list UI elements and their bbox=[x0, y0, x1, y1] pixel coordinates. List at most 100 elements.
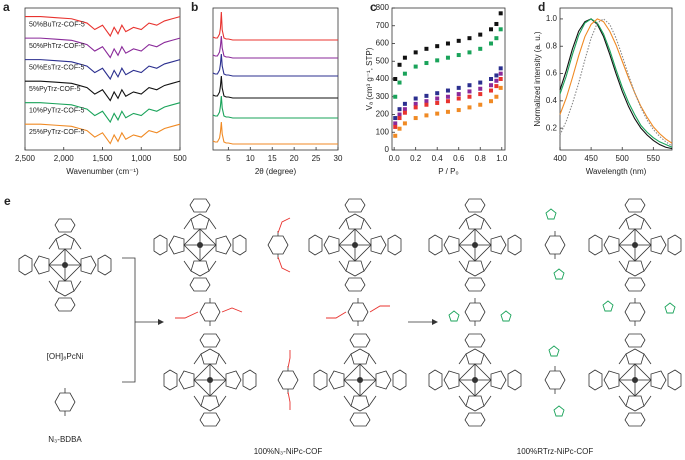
series-point bbox=[489, 88, 494, 93]
x-tick-label: 30 bbox=[334, 154, 343, 163]
arrow-head bbox=[432, 319, 438, 325]
series-point bbox=[397, 116, 402, 121]
x-tick-label: 20 bbox=[290, 154, 299, 163]
x-tick-label: 15 bbox=[268, 154, 277, 163]
series-point bbox=[467, 94, 472, 99]
panel-label: a bbox=[3, 0, 10, 14]
panel-label: d bbox=[538, 0, 545, 14]
series-point bbox=[456, 96, 461, 101]
panel-label: e bbox=[4, 194, 11, 208]
series-line bbox=[212, 53, 338, 77]
series-point bbox=[494, 94, 499, 99]
series-point bbox=[489, 83, 494, 88]
series-point bbox=[424, 93, 429, 98]
series-point bbox=[498, 27, 503, 32]
series-point bbox=[424, 113, 429, 118]
series-point bbox=[393, 121, 398, 126]
series-point bbox=[445, 109, 450, 114]
series-point bbox=[435, 44, 440, 49]
series-point bbox=[494, 78, 499, 83]
series-point bbox=[478, 86, 483, 91]
series-point bbox=[402, 121, 407, 126]
y-tick-label: 0 bbox=[385, 145, 390, 154]
x-tick-label: 550 bbox=[647, 154, 661, 163]
series-point bbox=[397, 112, 402, 117]
series-line bbox=[25, 123, 181, 145]
series-point bbox=[494, 84, 499, 89]
series-line bbox=[212, 11, 338, 41]
x-tick-label: 2,500 bbox=[15, 154, 36, 163]
monomer-pc bbox=[18, 218, 112, 312]
series-line bbox=[212, 95, 338, 119]
x-tick-label: 0.4 bbox=[432, 154, 444, 163]
y-tick-label: 0.2 bbox=[546, 123, 558, 132]
series-point bbox=[498, 77, 503, 81]
x-tick-label: 450 bbox=[584, 154, 598, 163]
cof-trz bbox=[428, 198, 682, 427]
series-label: 5%PyTrz-COF-5 bbox=[29, 86, 81, 93]
series-line bbox=[25, 59, 181, 81]
monomer-bdba bbox=[54, 387, 76, 417]
series-point bbox=[413, 116, 418, 121]
x-tick-label: 25 bbox=[312, 154, 321, 163]
y-tick-label: 0.8 bbox=[546, 41, 558, 50]
series-point bbox=[424, 61, 429, 66]
series-point bbox=[445, 41, 450, 46]
series-point bbox=[478, 102, 483, 107]
plot-frame bbox=[212, 7, 339, 151]
series-point bbox=[397, 126, 402, 131]
series-line bbox=[25, 102, 181, 124]
x-tick-label: 400 bbox=[553, 154, 567, 163]
series-point bbox=[494, 21, 499, 26]
y-tick-label: 1.0 bbox=[546, 14, 558, 23]
x-tick-label: 500 bbox=[173, 154, 187, 163]
series-point bbox=[393, 124, 398, 129]
y-tick-label: 500 bbox=[376, 56, 390, 65]
series-point bbox=[413, 105, 418, 110]
series-point bbox=[435, 100, 440, 105]
series-point bbox=[467, 89, 472, 94]
y-tick-label: 0.6 bbox=[546, 69, 558, 78]
series-point bbox=[445, 55, 450, 60]
series-point bbox=[413, 96, 418, 101]
cof-n3 bbox=[153, 198, 407, 427]
series-point bbox=[478, 92, 483, 97]
bracket bbox=[122, 257, 136, 383]
series-point bbox=[478, 80, 483, 85]
series-point bbox=[435, 96, 440, 101]
series-point bbox=[467, 83, 472, 88]
series-point bbox=[456, 53, 461, 58]
series-point bbox=[456, 92, 461, 97]
x-tick-label: 1,500 bbox=[92, 154, 113, 163]
x-tick-label: 2,000 bbox=[54, 154, 75, 163]
y-tick-label: 0.4 bbox=[546, 96, 558, 105]
series-point bbox=[445, 99, 450, 104]
series-point bbox=[402, 71, 407, 76]
panel-label: b bbox=[191, 0, 198, 14]
series-label: 50%EsTrz-COF-5 bbox=[29, 64, 84, 71]
x-axis-label: Wavelength (nm) bbox=[586, 167, 647, 176]
series-point bbox=[494, 36, 499, 41]
monomer-label: N₃-BDBA bbox=[48, 435, 82, 444]
x-tick-label: 5 bbox=[226, 154, 231, 163]
x-axis-label: 2θ (degree) bbox=[255, 167, 297, 176]
series-point bbox=[489, 99, 494, 104]
plot-frame bbox=[391, 7, 506, 151]
series-point bbox=[456, 85, 461, 90]
series-point bbox=[498, 85, 503, 90]
series-point bbox=[435, 58, 440, 63]
series-point bbox=[498, 66, 503, 71]
x-tick-label: 0.8 bbox=[475, 154, 487, 163]
series-point bbox=[435, 91, 440, 96]
series-point bbox=[413, 101, 418, 106]
series-line bbox=[212, 121, 338, 145]
y-tick-label: 200 bbox=[376, 110, 390, 119]
x-tick-label: 0.6 bbox=[453, 154, 465, 163]
series-point bbox=[393, 133, 398, 138]
y-axis-label: Normalized intensity (a. u.) bbox=[533, 31, 542, 126]
series-line bbox=[25, 80, 181, 102]
x-tick-label: 1.0 bbox=[496, 154, 508, 163]
monomer-label: [OH]₈PcNi bbox=[47, 352, 84, 361]
series-point bbox=[467, 105, 472, 110]
